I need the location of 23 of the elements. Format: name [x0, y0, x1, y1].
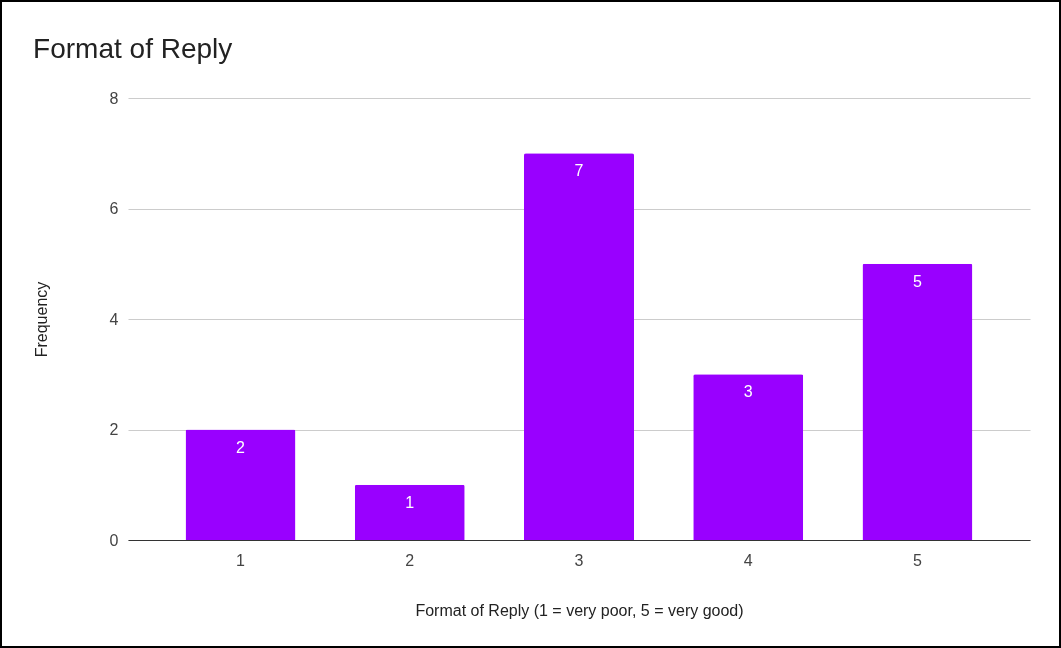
x-tick-label: 3	[574, 551, 584, 569]
x-tick-label: 1	[236, 551, 246, 569]
x-tick-label: 2	[405, 551, 415, 569]
x-tick-label: 4	[743, 551, 753, 569]
data-label: 3	[743, 383, 753, 401]
bar	[524, 153, 634, 540]
data-label: 5	[913, 272, 923, 290]
data-label: 1	[405, 493, 415, 511]
x-axis-title: Format of Reply (1 = very poor, 5 = very good)	[415, 601, 744, 619]
y-axis-title: Frequency	[32, 281, 50, 358]
y-tick-label: 0	[109, 531, 119, 549]
y-tick-label: 2	[109, 421, 119, 438]
data-label: 7	[574, 162, 584, 180]
bar	[185, 429, 296, 540]
bar	[693, 374, 804, 540]
chart-title: Format of Reply	[33, 33, 233, 64]
data-label: 2	[236, 438, 246, 456]
bar	[862, 263, 973, 540]
x-tick-label: 5	[913, 551, 923, 569]
y-tick-label: 6	[109, 200, 119, 217]
y-tick-label: 8	[109, 89, 119, 107]
bar	[354, 484, 465, 540]
y-tick-label: 4	[109, 310, 119, 328]
